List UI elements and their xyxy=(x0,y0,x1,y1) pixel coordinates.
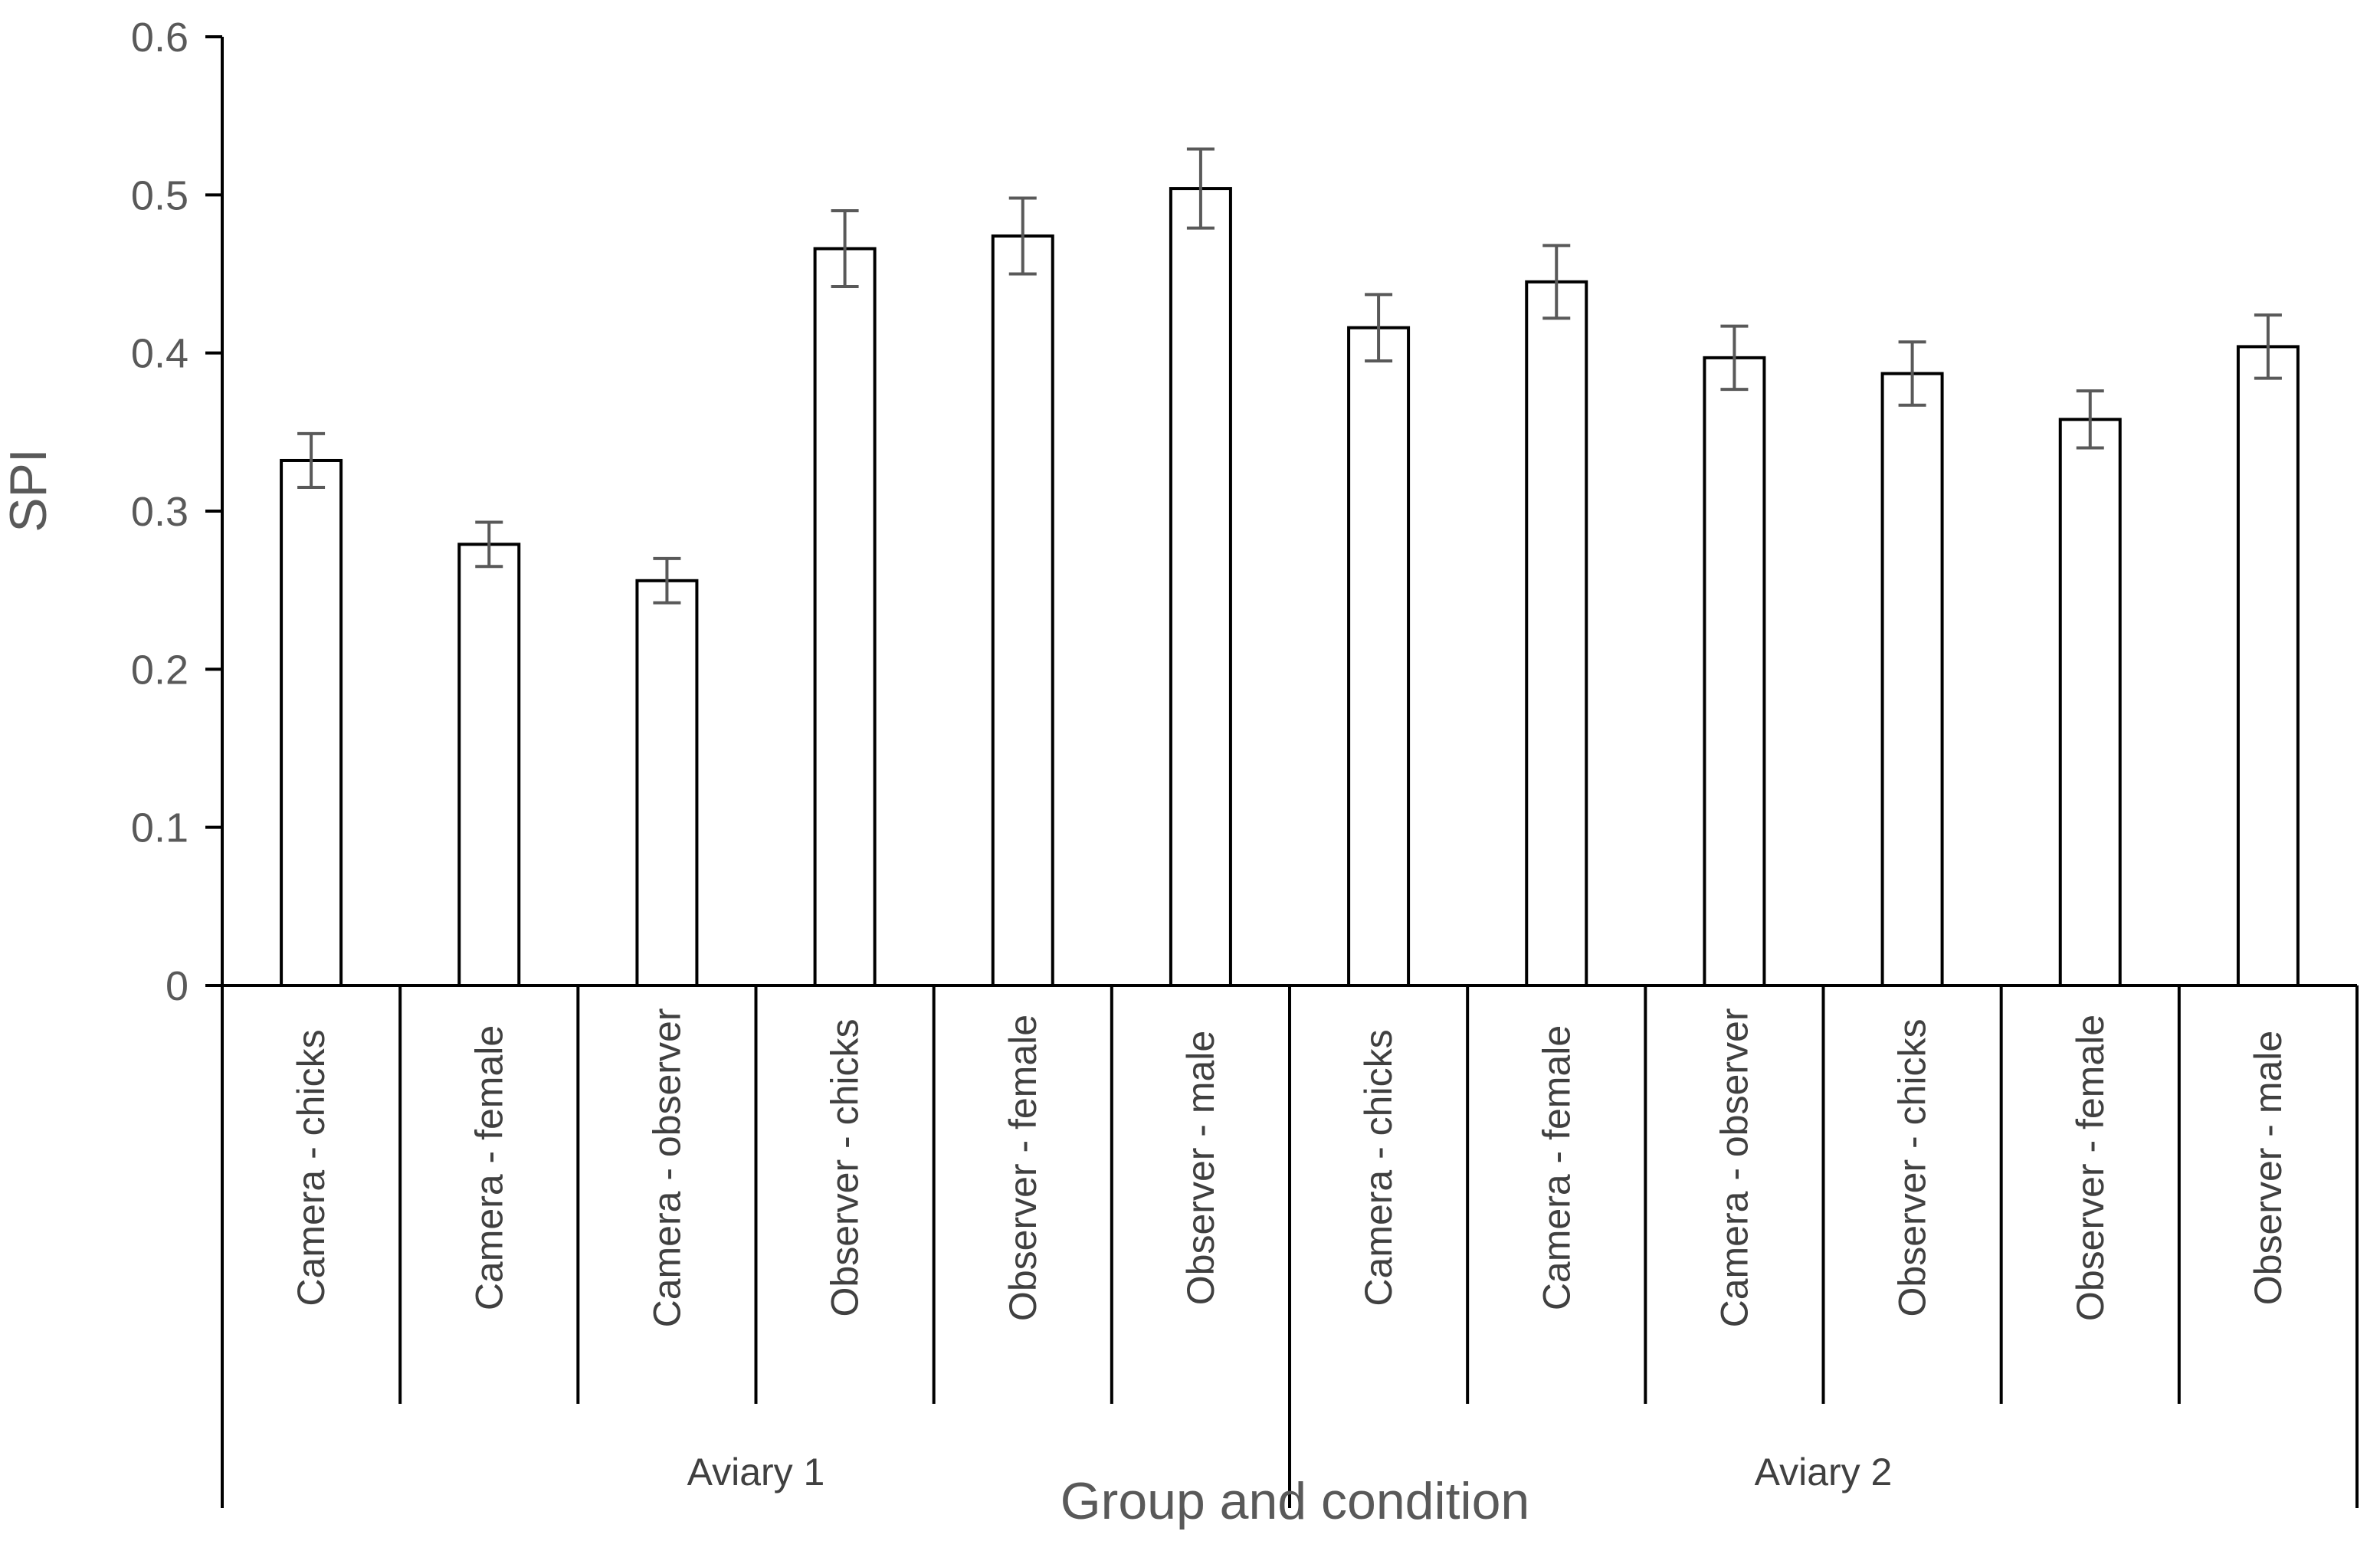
bar xyxy=(1703,356,1766,987)
y-tick-label: 0.5 xyxy=(131,172,188,218)
error-bar xyxy=(2254,313,2282,380)
y-axis-title: SPI xyxy=(0,448,57,533)
error-bar xyxy=(2076,389,2104,450)
error-bar xyxy=(1720,324,1749,392)
bar xyxy=(280,458,343,987)
x-axis: Camera - chicks Camera - female Camera - o… xyxy=(205,984,2359,1508)
bar xyxy=(991,234,1054,988)
error-bar xyxy=(831,208,859,289)
x-tick-label: Camera - observer xyxy=(1713,1008,1755,1328)
y-tick-label: 0.2 xyxy=(131,647,188,693)
error-bar xyxy=(1186,147,1215,230)
error-bar xyxy=(1365,293,1393,362)
y-tick-label: 0 xyxy=(166,963,188,1009)
y-axis: 0 0.1 0.2 0.3 0.4 0.5 0.6 xyxy=(131,15,224,1009)
bars xyxy=(280,187,2300,988)
bar xyxy=(813,247,877,987)
x-axis-title: Group and condition xyxy=(1061,1472,1529,1530)
y-tick-label: 0.4 xyxy=(131,331,188,377)
bar xyxy=(2058,418,2122,987)
error-bar xyxy=(1542,244,1571,320)
bar xyxy=(1880,372,1944,987)
y-tick-label: 0.6 xyxy=(131,15,188,61)
x-tick-label: Camera - chicks xyxy=(1357,1029,1400,1306)
bar xyxy=(635,579,699,987)
y-tick-label: 0.1 xyxy=(131,805,188,851)
error-bar xyxy=(1008,196,1037,276)
x-tick-label: Camera - female xyxy=(1535,1025,1578,1310)
bar xyxy=(1525,280,1588,988)
group-label: Aviary 2 xyxy=(1755,1451,1893,1493)
error-bar xyxy=(653,556,681,605)
bar xyxy=(457,543,521,987)
error-bars xyxy=(297,147,2282,605)
x-tick-label: Observer - chicks xyxy=(824,1019,867,1317)
x-tick-label: Camera - chicks xyxy=(290,1029,333,1306)
x-tick-label: Camera - observer xyxy=(645,1008,688,1328)
bar xyxy=(2236,345,2300,987)
group-label: Aviary 1 xyxy=(687,1451,825,1493)
x-tick-label: Observer - male xyxy=(1179,1031,1222,1305)
x-tick-label: Observer - chicks xyxy=(1891,1019,1934,1317)
x-tick-label: Observer - female xyxy=(1002,1015,1044,1321)
error-bar xyxy=(1898,340,1926,407)
x-tick-label: Observer - male xyxy=(2247,1031,2290,1305)
bar xyxy=(1347,326,1411,987)
y-tick-label: 0.3 xyxy=(131,489,188,535)
x-tick-label: Observer - female xyxy=(2069,1015,2112,1321)
bar xyxy=(1169,187,1232,988)
error-bar xyxy=(297,431,326,490)
x-tick-label: Camera - female xyxy=(467,1025,510,1310)
error-bar xyxy=(475,520,503,569)
